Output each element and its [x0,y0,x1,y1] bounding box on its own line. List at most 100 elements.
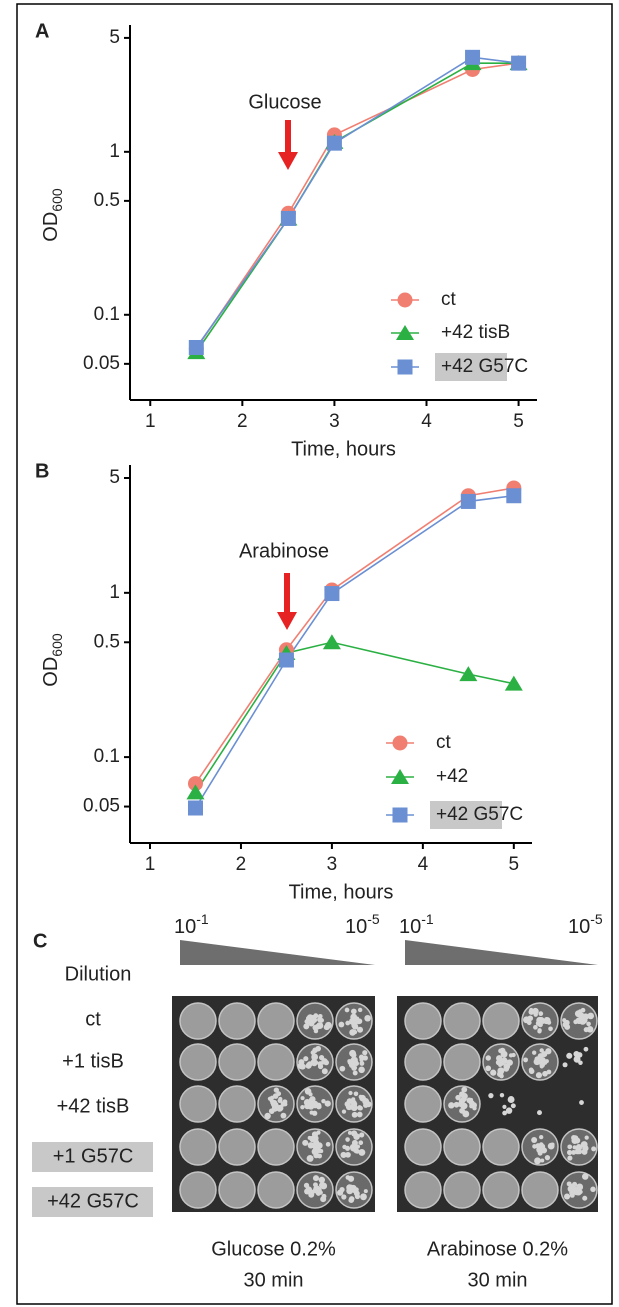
colony [308,1092,313,1097]
spot [404,1085,442,1123]
colony [572,1145,577,1150]
x-tick-label: 3 [327,854,338,875]
colony [362,1055,368,1061]
colony [339,1065,346,1072]
colony [358,1140,364,1146]
colony [362,1050,368,1056]
colony [364,1014,371,1022]
legend-label: +42 [436,766,468,787]
spot [482,1002,520,1040]
marker [324,586,340,602]
colony [312,1110,318,1116]
colony [458,1098,465,1105]
spot [404,1043,442,1081]
colony [566,1052,573,1059]
panel-label: B [35,460,49,482]
colony [537,1020,543,1026]
spot [218,1171,256,1209]
colony [311,1148,319,1156]
colony [314,1024,321,1030]
colony [505,1107,513,1114]
colony [575,1017,583,1025]
spot [404,1002,442,1040]
colony [459,1107,466,1114]
colony [583,1046,589,1052]
colony [563,1193,571,1200]
colony [498,1062,503,1067]
x-tick-label: 2 [237,411,248,432]
colony [499,1092,505,1098]
marker [186,784,205,800]
colony [341,1194,347,1200]
colony [567,1144,573,1150]
colony [542,1071,548,1077]
colony [337,1189,344,1196]
colony [528,1009,535,1015]
colony [344,1007,350,1013]
colony [358,1094,363,1099]
colony [345,1020,351,1026]
x-axis-label: Time, hours [289,881,394,903]
colony [546,1020,552,1025]
dilution-end: 10-5 [568,911,603,939]
panel-label: C [33,930,47,952]
colony [510,1103,516,1109]
dilution-start: 10-1 [174,911,209,939]
colony [359,1132,365,1138]
colony [508,1053,514,1058]
colony [305,1062,312,1069]
colony [459,1091,465,1098]
colony [536,1146,544,1154]
colony [577,1149,583,1155]
marker [322,634,341,650]
colony [351,1111,358,1118]
colony [317,1061,323,1067]
colony [349,1049,357,1057]
exponent: -1 [421,911,434,927]
colony [358,1066,365,1074]
arrow-shaft [285,120,291,154]
y-tick-label: 0.1 [94,304,120,325]
x-tick-label: 1 [145,411,156,432]
colony [349,1029,356,1036]
colony [584,1135,589,1140]
colony [531,1137,538,1144]
marker [465,49,481,65]
spot [218,1128,256,1166]
colony [347,1130,352,1135]
colony [562,1018,567,1023]
exponent: -5 [367,911,380,927]
colony [582,1195,588,1201]
colony [300,1096,305,1101]
colony [502,1110,508,1116]
colony [581,1148,588,1155]
colony [316,1105,321,1110]
colony [360,1193,367,1201]
colony [523,1016,530,1024]
colony [533,1024,538,1030]
spot [257,1128,295,1166]
colony [312,1175,320,1182]
colony [356,1026,364,1033]
marker [504,675,523,691]
marker [278,652,294,668]
colony [590,1186,596,1193]
colony [277,1098,283,1104]
colony [345,1137,350,1142]
plate-caption: Glucose 0.2% [211,1238,336,1260]
colony [534,1157,541,1165]
spot [179,1002,217,1040]
colony [591,1146,597,1152]
y-tick-label: 0.05 [83,353,120,374]
spot [443,1171,481,1209]
colony [576,1052,583,1058]
base: 10 [345,916,367,938]
strain-highlight [32,1142,153,1172]
colony [348,1196,355,1202]
arrow-head [278,152,298,170]
colony [264,1112,271,1120]
colony [351,1130,358,1137]
strain-label: +42 tisB [57,1095,130,1117]
colony [317,1016,323,1023]
